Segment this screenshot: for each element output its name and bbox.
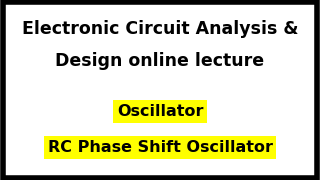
Text: Design online lecture: Design online lecture: [55, 52, 265, 70]
Text: RC Phase Shift Oscillator: RC Phase Shift Oscillator: [47, 140, 273, 155]
Text: Electronic Circuit Analysis &: Electronic Circuit Analysis &: [22, 20, 298, 38]
Text: Oscillator: Oscillator: [117, 104, 203, 119]
